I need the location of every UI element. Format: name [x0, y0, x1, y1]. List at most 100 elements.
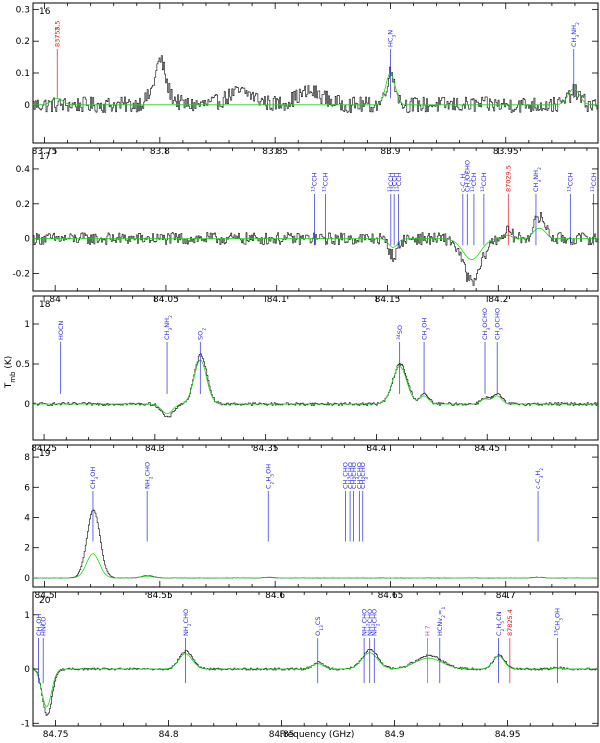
line-label: NH2CHO: [143, 462, 154, 489]
y-axis-label: Tmb (K): [4, 356, 17, 390]
panel-number: 17: [39, 152, 50, 162]
y-tick-label: 0.2: [16, 37, 30, 47]
panel-frame: [32, 147, 599, 292]
panel-frame: [32, 2, 599, 144]
x-tick-label: 83.8: [150, 147, 170, 157]
y-tick-label: 0.2: [16, 200, 30, 210]
x-tick-label: 84.85: [269, 730, 295, 740]
x-tick-label: 83.75: [32, 147, 58, 157]
panel-number: 19: [39, 449, 51, 459]
x-tick-label: 84.35: [253, 444, 279, 454]
x-tick-label: 84.05: [153, 295, 179, 305]
line-label: c-C3H2: [534, 468, 545, 489]
observed-spectrum: [33, 55, 599, 113]
line-label: CH3NH2: [570, 22, 581, 47]
line-label: CH3OH: [89, 467, 100, 489]
y-tick-label: 1: [24, 611, 30, 621]
panel-number: 16: [39, 7, 51, 17]
line-label: C2H5OH: [264, 464, 275, 489]
line-label: 87029.5: [505, 165, 513, 192]
line-label: 13CCH: [387, 172, 396, 192]
line-label: HC3N: [387, 30, 398, 47]
observed-spectrum: [33, 509, 598, 579]
line-label: 13CCH: [480, 172, 489, 192]
line-label: CH3CHO: [350, 462, 361, 489]
y-tick-label: 0: [24, 665, 30, 675]
panel-16: 16 83.75 83.8 83.85 83.9 83.95 0 0.1 0.2 0.3 83755…: [16, 2, 599, 157]
panel-18: 18 84.25 84.3 84.35 84.4 84.45 0 0.5 1 HOCN CH3NH2…: [16, 295, 599, 454]
panel-frame: [32, 444, 599, 588]
line-label: O13CS: [314, 616, 325, 636]
line-label: c-C3H2: [459, 171, 470, 192]
line-label: CH3OCHO: [464, 160, 475, 192]
x-tick-label: 83.85: [262, 147, 288, 157]
observed-spectrum: [33, 649, 599, 716]
line-label: 13CCH: [394, 172, 403, 192]
x-tick-label: 84.95: [495, 730, 521, 740]
y-tick-label: 0: [24, 235, 30, 245]
line-label: CH3OH: [420, 318, 431, 340]
panel-frame: [32, 295, 599, 441]
y-tick-label: 0.4: [16, 165, 31, 175]
y-tick-label: 1: [24, 320, 30, 330]
y-tick-label: 0.3: [16, 5, 30, 15]
y-tick-label: 4: [24, 514, 30, 524]
model-spectrum: [33, 359, 598, 415]
line-label: CH3CHO: [359, 462, 370, 489]
line-label: CH3OCHO: [493, 308, 504, 340]
line-label: CH3NH2: [532, 167, 543, 192]
line-label: CH3CHO: [356, 462, 367, 489]
panel-19: 19 84.5 84.55 84.6 84.65 84.7 0 2 4 6 8 CH3OH NH2CHO…: [24, 444, 599, 601]
x-tick-label: 84.4: [366, 444, 386, 454]
x-tick-label: 84.5: [35, 591, 55, 601]
y-tick-label: -1: [21, 719, 30, 729]
panel-number: 20: [39, 596, 51, 606]
x-tick-label: 84.65: [378, 591, 404, 601]
line-label: H ?: [424, 626, 432, 636]
y-tick-label: -0.2: [12, 270, 30, 280]
x-tick-label: 84.6: [265, 591, 285, 601]
model-spectrum: [33, 72, 598, 106]
line-label: 87825.4: [506, 609, 514, 636]
line-label: NH2CHO: [366, 609, 377, 636]
x-tick-label: 84.9: [385, 730, 405, 740]
line-label: 13CCH: [310, 172, 319, 192]
line-label-extra: 2.5: [53, 21, 61, 31]
x-tick-label: 83.95: [493, 147, 519, 157]
line-label: CH3OH: [35, 614, 46, 636]
line-label: 13CCH: [589, 172, 598, 192]
line-label: 13CCH: [566, 172, 575, 192]
line-label: 13CCH: [390, 172, 399, 192]
x-tick-label: 84.45: [474, 444, 500, 454]
line-label: HOCN: [57, 320, 65, 340]
line-label: NH2CHO: [182, 609, 193, 636]
line-label: NH2CHO: [371, 609, 382, 636]
x-axis-label: Frequency (GHz): [280, 730, 355, 740]
x-tick-label: 84.75: [43, 730, 69, 740]
x-tick-label: 83.9: [380, 147, 400, 157]
line-label: CH3CHO: [342, 462, 353, 489]
observed-spectrum: [33, 353, 599, 418]
y-tick-label: 0: [24, 400, 30, 410]
x-tick-label: 84.55: [147, 591, 173, 601]
x-tick-label: 84.1: [267, 295, 287, 305]
model-spectrum: [33, 227, 598, 261]
x-tick-label: 84.15: [375, 295, 401, 305]
y-tick-label: 0.1: [16, 69, 30, 79]
y-tick-label: 0: [24, 101, 30, 111]
panel-number: 18: [39, 300, 51, 310]
model-spectrum: [33, 553, 598, 579]
line-label: 34SO: [395, 325, 404, 340]
y-tick-label: 0: [24, 574, 30, 584]
line-label: C2H5CN: [495, 611, 506, 636]
line-label: 13CCH: [470, 172, 479, 192]
y-tick-label: 0.5: [16, 360, 30, 370]
line-label: CH3NH2: [163, 315, 174, 340]
x-tick-label: 84: [49, 295, 61, 305]
line-label: SO2: [197, 328, 208, 340]
panel-frame: [32, 591, 599, 727]
line-label: HNCO: [39, 617, 47, 636]
